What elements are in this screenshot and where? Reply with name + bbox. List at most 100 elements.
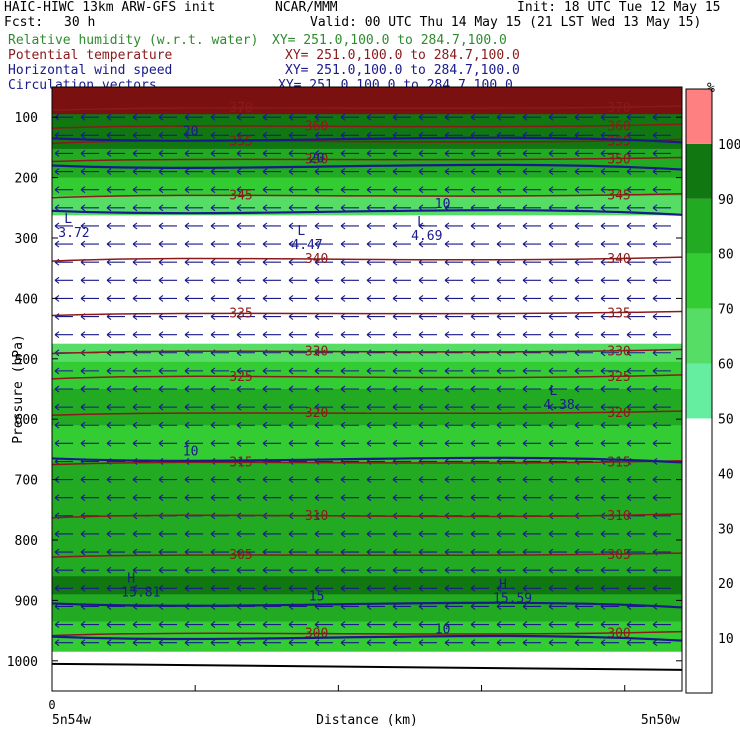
wind-vector (80, 403, 99, 411)
wind-vector (236, 367, 255, 375)
wind-vector (262, 367, 281, 375)
wind-contour-label: 10 (435, 623, 451, 638)
wind-vector (470, 603, 489, 610)
wind-vector (106, 367, 125, 375)
wind-vector (184, 639, 203, 647)
theta-contour-label: 335 (607, 307, 630, 322)
wind-vector (80, 294, 99, 302)
theta-contour-label: 370 (607, 101, 630, 116)
wind-vector (210, 439, 229, 447)
wind-vector (392, 168, 411, 175)
wind-vector (496, 603, 515, 610)
wind-vector (184, 258, 203, 266)
y-tick-label: 600 (15, 413, 38, 428)
wind-vector (574, 530, 593, 538)
wind-vector (262, 331, 281, 339)
rh-band (52, 177, 682, 197)
wind-vector (444, 294, 463, 302)
wind-contour (52, 163, 682, 171)
wind-vector (158, 168, 177, 175)
wind-vector (626, 367, 645, 375)
wind-vector (548, 313, 567, 320)
wind-vector (236, 222, 255, 230)
wind-vector (548, 113, 567, 121)
wind-vector (184, 168, 203, 175)
wind-vector (80, 566, 99, 574)
y-tick-label: 100 (15, 111, 38, 126)
wind-vector (340, 421, 359, 429)
wind-vector (470, 150, 489, 157)
wind-vector (210, 113, 229, 121)
wind-vector (288, 331, 307, 339)
wind-vector (132, 222, 151, 230)
center-label: NCAR/MMM (275, 0, 338, 15)
wind-vector (548, 222, 567, 230)
wind-vector (210, 331, 229, 339)
wind-vector (80, 222, 99, 230)
wind-vector (548, 584, 567, 592)
wind-vector (496, 168, 515, 175)
wind-vector (626, 276, 645, 284)
wind-vector (80, 276, 99, 284)
wind-vector (470, 168, 489, 175)
theta-contour-label: 345 (607, 189, 630, 204)
wind-vector (548, 494, 567, 502)
wind-vector (210, 150, 229, 157)
wind-vector (288, 222, 307, 230)
wind-vector (600, 367, 619, 375)
wind-vector (210, 639, 229, 647)
wind-vector (470, 403, 489, 411)
wind-vector (132, 168, 151, 175)
wind-vector (444, 639, 463, 647)
wind-vector (262, 421, 281, 429)
wind-vector (470, 639, 489, 647)
wind-vector (470, 439, 489, 447)
circulation-vector-layer (54, 113, 671, 647)
wind-vector (132, 530, 151, 538)
colorbar-unit: % (707, 81, 715, 96)
wind-vector (340, 113, 359, 121)
extremum-value: 4.69 (411, 229, 442, 244)
wind-vector (236, 566, 255, 574)
wind-vector (80, 476, 99, 484)
wind-contour-label: 15 (309, 589, 325, 604)
wind-vector (184, 367, 203, 375)
wind-vector (522, 421, 541, 429)
wind-vector (80, 113, 99, 121)
wind-vector (106, 294, 125, 302)
theta-contour-label: 310 (607, 509, 630, 524)
theta-contour-label: 360 (305, 119, 328, 134)
wind-vector (210, 204, 229, 212)
wind-vector (262, 186, 281, 194)
valid-time: Valid: 00 UTC Thu 14 May 15 (21 LST Wed … (310, 15, 702, 30)
wind-vector (132, 150, 151, 157)
wind-vector (54, 240, 73, 248)
wind-vector (418, 240, 437, 248)
wind-vector (652, 403, 671, 411)
plot-frame (51, 86, 683, 692)
wind-vector (132, 639, 151, 647)
extremum-marker: H (499, 577, 507, 592)
wind-vector (80, 131, 99, 139)
colorbar-tick-label: 20 (718, 577, 734, 592)
wind-contour-label: 20 (309, 152, 325, 167)
wind-vector (418, 385, 437, 393)
forecast-label: Fcst: (4, 15, 44, 30)
extremum-marker: L (417, 215, 425, 230)
wind-vector (132, 548, 151, 556)
wind-vector (470, 367, 489, 375)
wind-vector (366, 276, 385, 284)
wind-vector (444, 421, 463, 429)
wind-vector (210, 367, 229, 375)
wind-vector (210, 566, 229, 574)
wind-vector (132, 584, 151, 592)
wind-vector (288, 240, 307, 248)
wind-contour (52, 601, 682, 609)
wind-vector (652, 150, 671, 157)
wind-vector (418, 331, 437, 339)
wind-vector (158, 439, 177, 447)
wind-vector (158, 584, 177, 592)
wind-vector (210, 476, 229, 484)
wind-vector (184, 150, 203, 157)
theta-contour-label: 360 (607, 119, 630, 134)
